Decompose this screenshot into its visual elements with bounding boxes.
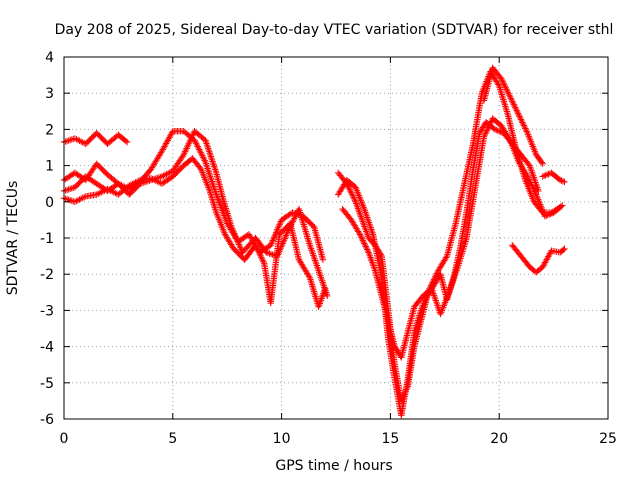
- x-tick-label: 10: [273, 431, 291, 447]
- x-tick-label: 25: [599, 431, 617, 447]
- y-tick-label: -3: [40, 303, 54, 319]
- y-tick-label: 1: [45, 159, 54, 175]
- x-tick-label: 15: [381, 431, 399, 447]
- y-tick-label: -6: [40, 412, 54, 428]
- data-series: [60, 64, 568, 419]
- series-trace-5: [334, 118, 542, 405]
- series-trace-3: [60, 128, 331, 300]
- x-tick-label: 20: [490, 431, 508, 447]
- chart-title: Day 208 of 2025, Sidereal Day-to-day VTE…: [55, 22, 614, 38]
- y-tick-label: 0: [45, 195, 54, 211]
- y-tick-label: -5: [40, 376, 54, 392]
- series-trace-6: [334, 68, 564, 419]
- series-trace-8: [480, 64, 546, 167]
- grid: [64, 57, 608, 419]
- series-trace-1: [60, 129, 131, 148]
- y-tick-label: 4: [45, 50, 54, 66]
- y-tick-label: -1: [40, 231, 54, 247]
- x-tick-label: 0: [60, 431, 69, 447]
- y-axis-label: SDTVAR / TECUs: [5, 181, 21, 296]
- series-trace-4: [60, 155, 329, 310]
- y-tick-label: -4: [40, 340, 54, 356]
- series-trace-2: [60, 128, 327, 263]
- series-trace-7: [339, 115, 566, 361]
- series-trace-10: [509, 242, 568, 276]
- series-trace-9: [539, 169, 568, 186]
- y-tick-label: -2: [40, 267, 54, 283]
- x-tick-label: 5: [168, 431, 177, 447]
- y-tick-label: 3: [45, 86, 54, 102]
- x-axis-label: GPS time / hours: [275, 458, 392, 474]
- y-tick-label: 2: [45, 122, 54, 138]
